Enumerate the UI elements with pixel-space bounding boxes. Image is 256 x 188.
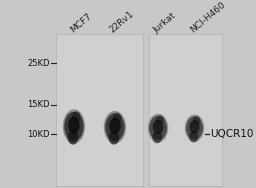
Ellipse shape	[113, 113, 122, 123]
Ellipse shape	[63, 109, 85, 144]
Ellipse shape	[109, 118, 121, 134]
Ellipse shape	[193, 116, 200, 125]
Ellipse shape	[153, 120, 163, 134]
Ellipse shape	[105, 113, 125, 141]
Text: UQCR10: UQCR10	[210, 129, 254, 139]
Ellipse shape	[152, 131, 162, 143]
Bar	[56, 34, 143, 186]
Ellipse shape	[72, 111, 81, 122]
Text: 22Rv1: 22Rv1	[108, 9, 136, 35]
Ellipse shape	[185, 114, 204, 142]
Ellipse shape	[186, 116, 203, 140]
Ellipse shape	[104, 111, 126, 144]
Ellipse shape	[68, 130, 78, 145]
Ellipse shape	[156, 115, 164, 125]
Ellipse shape	[68, 117, 80, 134]
Ellipse shape	[109, 131, 119, 145]
Text: 25KD: 25KD	[28, 59, 50, 68]
Ellipse shape	[64, 112, 84, 141]
Text: Jurkat: Jurkat	[152, 11, 178, 35]
Text: 15KD: 15KD	[28, 100, 50, 109]
Text: NCI-H460: NCI-H460	[189, 0, 227, 35]
Ellipse shape	[148, 114, 168, 143]
Ellipse shape	[189, 120, 200, 134]
Bar	[149, 34, 222, 186]
Ellipse shape	[149, 116, 167, 140]
Text: MCF7: MCF7	[68, 12, 93, 35]
Ellipse shape	[189, 131, 198, 143]
Text: 10KD: 10KD	[28, 130, 50, 139]
